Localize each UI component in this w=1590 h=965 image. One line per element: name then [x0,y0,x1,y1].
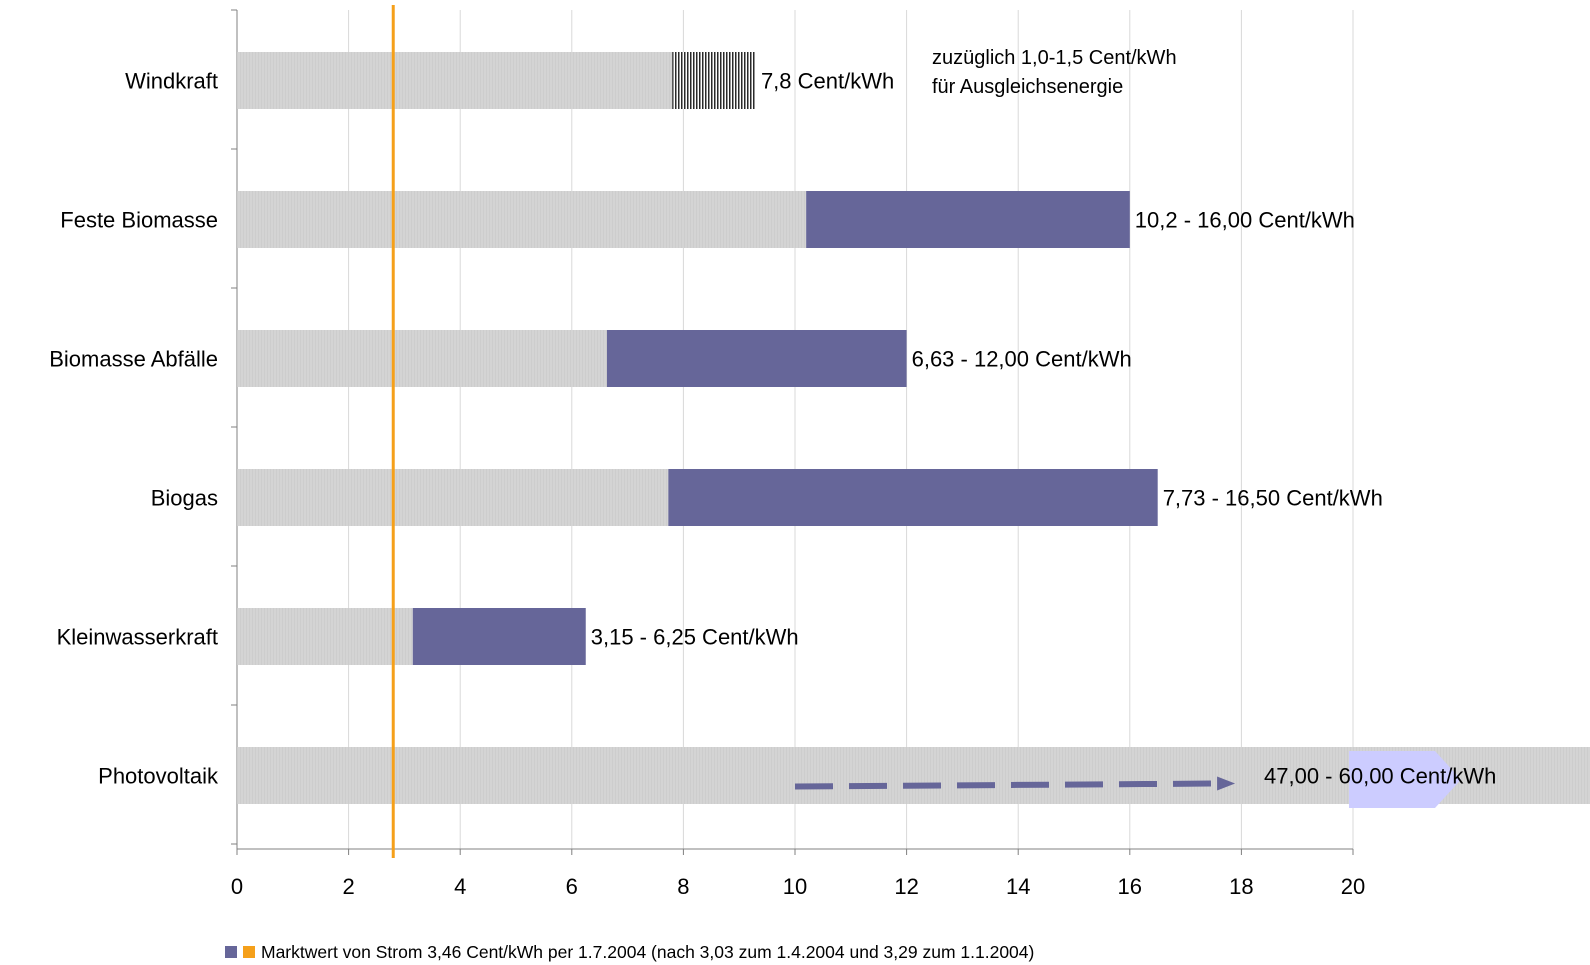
legend: Marktwert von Strom 3,46 Cent/kWh per 1.… [225,942,1034,962]
offscale-arrow-tip [1217,776,1236,791]
x-tick-label: 8 [677,874,689,899]
chart: 0 2 4 6 8 10 12 14 16 18 20 Windkraft 7,8 Cent/kWh Fe… [49,5,1590,899]
category-label: Photovoltaik [98,764,219,789]
bar-value-label: 6,63 - 12,00 Cent/kWh [912,347,1132,372]
category-label: Kleinwasserkraft [57,625,218,650]
x-tick-label: 4 [454,874,466,899]
bar-range [412,608,586,665]
bar-range [806,191,1130,248]
category-label: Biomasse Abfälle [49,347,218,372]
annotation-text: für Ausgleichsenergie [932,76,1123,98]
bar-base [237,191,807,248]
category-label: Windkraft [125,69,218,94]
x-tick-label: 20 [1341,874,1365,899]
bar-base [237,330,607,387]
bar-range [672,52,756,109]
x-tick-label: 10 [783,874,807,899]
bar-range [668,469,1158,526]
x-tick-label: 16 [1118,874,1142,899]
offscale-arrow-shaft [794,780,1220,790]
bar-base [237,608,413,665]
x-tick-label: 0 [231,874,243,899]
category-label: Feste Biomasse [60,208,218,233]
bar-value-label: 3,15 - 6,25 Cent/kWh [591,625,799,650]
x-tick-label: 14 [1006,874,1030,899]
x-tick-label: 6 [566,874,578,899]
bar-value-label: 7,73 - 16,50 Cent/kWh [1163,486,1383,511]
x-tick-label: 12 [894,874,918,899]
bar-base [237,52,673,109]
category-label: Biogas [151,486,218,511]
legend-swatch-range [225,946,237,958]
legend-label: Marktwert von Strom 3,46 Cent/kWh per 1.… [261,941,1035,962]
bar-value-label: 47,00 - 60,00 Cent/kWh [1264,764,1496,789]
offscale-arrow-head [1349,751,1461,808]
x-tick-label: 18 [1229,874,1253,899]
legend-swatch-reference [243,946,255,958]
bar-base [237,469,669,526]
x-tick-label: 2 [342,874,354,899]
bar-value-label: 10,2 - 16,00 Cent/kWh [1135,208,1355,233]
annotation-text: zuzüglich 1,0-1,5 Cent/kWh [932,47,1177,69]
bar-value-label: 7,8 Cent/kWh [761,69,894,94]
bar-range [606,330,907,387]
